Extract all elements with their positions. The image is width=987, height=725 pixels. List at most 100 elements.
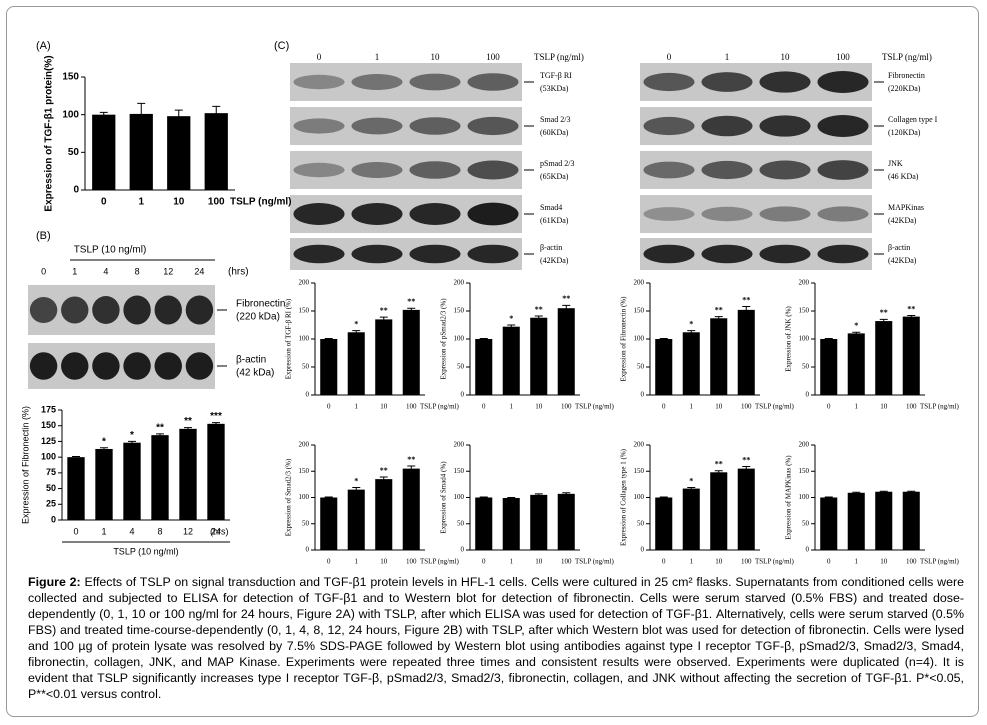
bar xyxy=(402,468,420,550)
error-bar xyxy=(407,465,416,472)
x-tick-label: 1 xyxy=(510,403,514,411)
blot-band xyxy=(701,160,753,180)
y-tick-label: 150 xyxy=(62,72,79,83)
error-bar xyxy=(742,466,751,471)
x-axis-label: TSLP (ng/ml) xyxy=(920,558,959,566)
y-tick-label: 50 xyxy=(302,519,310,527)
y-tick-label: 150 xyxy=(634,307,645,315)
lane-label: 4 xyxy=(103,266,108,276)
y-tick-label: 150 xyxy=(41,420,56,430)
x-tick-label: 10 xyxy=(380,558,388,566)
blot-label: Fibronectin xyxy=(888,71,925,80)
bar xyxy=(123,442,141,520)
blot-band xyxy=(759,244,811,264)
blot-band xyxy=(643,161,695,179)
bar xyxy=(847,333,865,395)
blot-size: (53KDa) xyxy=(540,84,569,93)
blot-band xyxy=(467,244,519,264)
blot-label: Smad4 xyxy=(540,203,562,212)
y-tick-label: 25 xyxy=(46,499,56,509)
blot-membrane xyxy=(28,343,215,389)
blot-band xyxy=(92,296,120,324)
x-tick-label: 1 xyxy=(690,403,694,411)
blot-band xyxy=(61,352,89,380)
x-axis-label: TSLP (ng/ml) xyxy=(420,558,459,566)
x-tick-label: 100 xyxy=(741,558,752,566)
x-tick-label: 10 xyxy=(880,558,888,566)
x-tick-label: 1 xyxy=(101,526,106,536)
error-bar xyxy=(507,324,516,329)
blot-band xyxy=(154,295,182,325)
error-bar xyxy=(352,330,361,334)
x-tick-label: 1 xyxy=(855,558,859,566)
bar xyxy=(875,491,893,550)
error-bar xyxy=(507,497,516,499)
error-bar xyxy=(742,306,751,314)
y-tick-label: 50 xyxy=(457,519,465,527)
error-bar xyxy=(479,337,488,340)
blot-band xyxy=(817,244,869,264)
error-bar xyxy=(479,496,488,499)
blot-band xyxy=(817,160,869,180)
blot-label: Fibronectin xyxy=(236,299,285,310)
blot-header: TSLP (ng/ml) xyxy=(534,52,584,62)
y-tick-label: 100 xyxy=(454,335,465,343)
error-bar xyxy=(562,304,571,311)
lane-label: 24 xyxy=(194,266,204,276)
lane-label: 1 xyxy=(72,266,77,276)
blot-label: pSmad 2/3 xyxy=(540,159,574,168)
error-bar xyxy=(824,496,833,499)
blot-band xyxy=(293,74,345,90)
error-bar xyxy=(714,470,723,474)
error-bar xyxy=(379,316,388,322)
x-tick-label: 0 xyxy=(662,403,666,411)
significance: ** xyxy=(907,304,915,313)
y-tick-label: 50 xyxy=(46,483,56,493)
significance: ** xyxy=(156,423,164,434)
x-tick-label: 0 xyxy=(327,403,331,411)
blot-label: β-actin xyxy=(888,243,910,252)
blot-band xyxy=(351,117,403,135)
blot-band xyxy=(123,352,151,380)
bar xyxy=(347,489,365,550)
significance: * xyxy=(509,314,513,323)
y-tick-label: 50 xyxy=(802,519,810,527)
x-tick-label: 10 xyxy=(880,403,888,411)
figure-frame xyxy=(6,6,979,717)
x-unit: (hrs) xyxy=(210,526,229,536)
bar xyxy=(682,488,700,550)
y-tick-label: 150 xyxy=(299,307,310,315)
error-bar xyxy=(156,433,164,437)
y-axis-label: Expression of Fibronectin (%) xyxy=(620,296,628,382)
y-tick-label: 0 xyxy=(306,391,310,399)
x-axis-label: TSLP (ng/ml) xyxy=(755,403,794,411)
bar xyxy=(655,497,673,550)
blot-band xyxy=(409,117,461,135)
blot-membrane xyxy=(28,285,215,335)
blot-band xyxy=(817,70,869,94)
bar xyxy=(655,339,673,395)
blot-band xyxy=(293,244,345,264)
y-tick-label: 200 xyxy=(454,441,465,449)
y-axis-label: Expression of JNK (%) xyxy=(785,306,793,372)
lane-label: 8 xyxy=(135,266,140,276)
bar xyxy=(557,308,575,395)
error-bar xyxy=(379,476,388,482)
blot-band xyxy=(29,352,58,380)
blot-label: Collagen type I xyxy=(888,115,938,124)
y-tick-label: 50 xyxy=(302,363,310,371)
lane-label: 100 xyxy=(486,52,500,62)
blot-band xyxy=(467,73,519,91)
blot-band xyxy=(643,72,695,92)
x-tick-label: 1 xyxy=(690,558,694,566)
y-tick-label: 150 xyxy=(299,467,310,475)
error-bar xyxy=(879,490,888,493)
x-tick-label: 100 xyxy=(561,558,572,566)
panel-label: (A) xyxy=(36,40,51,52)
bar xyxy=(375,479,393,550)
blot-band xyxy=(759,206,811,222)
x-tick-label: 1 xyxy=(355,558,359,566)
significance: ** xyxy=(742,295,750,304)
bar xyxy=(179,428,197,520)
y-tick-label: 150 xyxy=(799,307,810,315)
